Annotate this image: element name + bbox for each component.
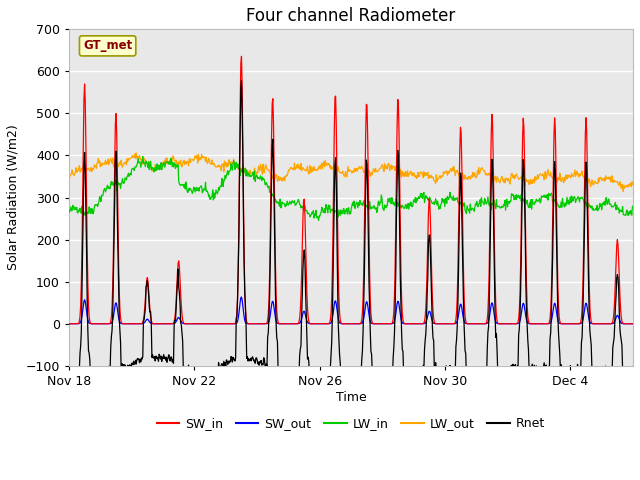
SW_out xyxy=(386,321,394,327)
Line: LW_in: LW_in xyxy=(69,156,633,220)
LW_in xyxy=(315,217,323,223)
LW_in xyxy=(65,208,73,214)
Rnet xyxy=(629,368,637,373)
Rnet xyxy=(301,256,308,262)
SW_in xyxy=(206,321,214,327)
SW_in xyxy=(301,238,309,244)
LW_out xyxy=(198,155,206,161)
Text: GT_met: GT_met xyxy=(83,39,132,52)
SW_in xyxy=(85,314,93,320)
LW_in xyxy=(271,197,278,203)
LW_out xyxy=(271,176,278,182)
Y-axis label: Solar Radiation (W/m2): Solar Radiation (W/m2) xyxy=(7,125,20,270)
LW_in xyxy=(198,190,206,195)
Rnet xyxy=(237,78,245,84)
LW_in xyxy=(301,203,308,209)
SW_in xyxy=(198,321,205,327)
Legend: SW_in, SW_out, LW_in, LW_out, Rnet: SW_in, SW_out, LW_in, LW_out, Rnet xyxy=(152,412,550,435)
LW_out xyxy=(629,179,637,185)
LW_in xyxy=(139,154,147,159)
Line: LW_out: LW_out xyxy=(69,153,633,192)
LW_out xyxy=(65,176,73,182)
SW_out xyxy=(301,312,309,318)
SW_out xyxy=(522,313,530,319)
LW_in xyxy=(522,200,530,205)
X-axis label: Time: Time xyxy=(335,391,366,404)
LW_out xyxy=(301,168,308,173)
Line: SW_in: SW_in xyxy=(69,56,633,324)
LW_out xyxy=(85,167,93,172)
SW_in xyxy=(386,321,394,327)
SW_in xyxy=(629,321,637,327)
Rnet xyxy=(198,370,205,375)
Rnet xyxy=(386,369,394,374)
SW_out xyxy=(65,321,73,327)
Line: SW_out: SW_out xyxy=(69,297,633,324)
Rnet xyxy=(85,350,93,356)
LW_in xyxy=(629,203,637,209)
Rnet xyxy=(522,279,530,285)
Rnet xyxy=(320,384,328,390)
SW_out xyxy=(237,294,245,300)
Rnet xyxy=(271,251,278,257)
SW_in xyxy=(237,53,245,59)
LW_in xyxy=(386,195,394,201)
SW_out xyxy=(85,320,93,326)
Title: Four channel Radiometer: Four channel Radiometer xyxy=(246,7,456,25)
LW_out xyxy=(620,189,627,194)
SW_in xyxy=(522,248,530,254)
SW_in xyxy=(65,321,73,327)
Line: Rnet: Rnet xyxy=(69,81,633,387)
SW_out xyxy=(206,321,214,327)
LW_out xyxy=(132,150,140,156)
LW_out xyxy=(385,164,393,169)
LW_out xyxy=(522,183,529,189)
SW_in xyxy=(271,263,279,269)
SW_out xyxy=(198,321,205,327)
LW_in xyxy=(85,204,93,210)
SW_out xyxy=(271,315,279,321)
Rnet xyxy=(65,370,73,376)
SW_out xyxy=(629,321,637,327)
